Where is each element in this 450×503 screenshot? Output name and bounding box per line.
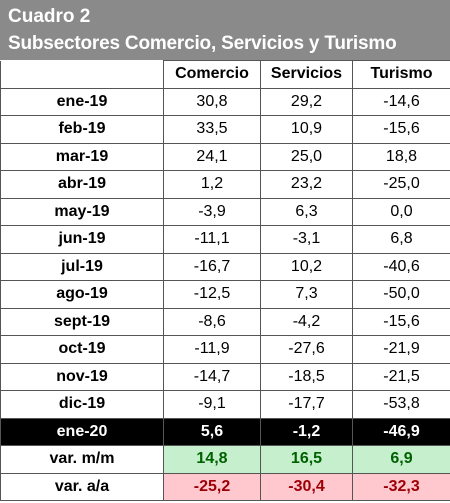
value-cell: 6,8 — [352, 225, 450, 254]
row-label: sept-19 — [0, 307, 164, 336]
row-label: var. a/a — [0, 472, 164, 501]
table-row: feb-19 33,5 10,9 -15,6 — [0, 115, 450, 144]
table-row: mar-19 24,1 25,0 18,8 — [0, 142, 450, 171]
value-cell: 14,8 — [163, 445, 261, 474]
value-cell: 5,6 — [163, 417, 261, 446]
row-label: dic-19 — [0, 390, 164, 419]
column-header: Turismo — [352, 60, 450, 89]
data-table: Comercio Servicios Turismo ene-19 30,8 29,2 -1… — [0, 60, 450, 501]
value-cell: 23,2 — [260, 170, 353, 199]
value-cell: -11,9 — [163, 335, 261, 364]
table-body: Comercio Servicios Turismo ene-19 30,8 29,2 -1… — [0, 60, 450, 501]
table-row: ene-19 30,8 29,2 -14,6 — [0, 87, 450, 116]
value-cell: -12,5 — [163, 280, 261, 309]
value-cell: -1,2 — [260, 417, 353, 446]
table-row: jun-19 -11,1 -3,1 6,8 — [0, 225, 450, 254]
row-label: abr-19 — [0, 170, 164, 199]
value-cell: -32,3 — [352, 472, 450, 501]
value-cell: 0,0 — [352, 197, 450, 226]
value-cell: 10,2 — [260, 252, 353, 281]
row-label: may-19 — [0, 197, 164, 226]
value-cell: -53,8 — [352, 390, 450, 419]
table-row: var. m/m 14,8 16,5 6,9 — [0, 445, 450, 474]
value-cell: -25,0 — [352, 170, 450, 199]
table-row: var. a/a -25,2 -30,4 -32,3 — [0, 472, 450, 501]
column-header: Comercio — [163, 60, 261, 89]
value-cell: -25,2 — [163, 472, 261, 501]
value-cell: -16,7 — [163, 252, 261, 281]
table-row: sept-19 -8,6 -4,2 -15,6 — [0, 307, 450, 336]
value-cell: -17,7 — [260, 390, 353, 419]
title-band: Cuadro 2 Subsectores Comercio, Servicios… — [0, 0, 450, 60]
value-cell: 24,1 — [163, 142, 261, 171]
column-header: Servicios — [260, 60, 353, 89]
value-cell: 29,2 — [260, 87, 353, 116]
value-cell: -15,6 — [352, 115, 450, 144]
row-label: jun-19 — [0, 225, 164, 254]
value-cell: -15,6 — [352, 307, 450, 336]
value-cell: -3,9 — [163, 197, 261, 226]
value-cell: 30,8 — [163, 87, 261, 116]
row-label: oct-19 — [0, 335, 164, 364]
value-cell: -11,1 — [163, 225, 261, 254]
value-cell: 6,9 — [352, 445, 450, 474]
value-cell: -4,2 — [260, 307, 353, 336]
table-row: dic-19 -9,1 -17,7 -53,8 — [0, 390, 450, 419]
value-cell: -8,6 — [163, 307, 261, 336]
table-row: may-19 -3,9 6,3 0,0 — [0, 197, 450, 226]
title: Cuadro 2 — [8, 6, 91, 27]
value-cell: -21,9 — [352, 335, 450, 364]
value-cell: 10,9 — [260, 115, 353, 144]
row-label: var. m/m — [0, 445, 164, 474]
value-cell: 16,5 — [260, 445, 353, 474]
value-cell: -3,1 — [260, 225, 353, 254]
value-cell: -21,5 — [352, 362, 450, 391]
row-label: ago-19 — [0, 280, 164, 309]
row-label: nov-19 — [0, 362, 164, 391]
row-label: feb-19 — [0, 115, 164, 144]
value-cell: 18,8 — [352, 142, 450, 171]
value-cell: -27,6 — [260, 335, 353, 364]
table-row: ago-19 -12,5 7,3 -50,0 — [0, 280, 450, 309]
header-row: Comercio Servicios Turismo — [0, 60, 450, 89]
table-row: nov-19 -14,7 -18,5 -21,5 — [0, 362, 450, 391]
table-row: ene-20 5,6 -1,2 -46,9 — [0, 417, 450, 446]
value-cell: 6,3 — [260, 197, 353, 226]
value-cell: 1,2 — [163, 170, 261, 199]
subtitle: Subsectores Comercio, Servicios y Turism… — [8, 33, 397, 54]
row-label: jul-19 — [0, 252, 164, 281]
value-cell: 25,0 — [260, 142, 353, 171]
row-label: mar-19 — [0, 142, 164, 171]
value-cell: 33,5 — [163, 115, 261, 144]
corner-cell — [0, 60, 164, 89]
row-label: ene-20 — [0, 417, 164, 446]
value-cell: -40,6 — [352, 252, 450, 281]
value-cell: -9,1 — [163, 390, 261, 419]
value-cell: -50,0 — [352, 280, 450, 309]
value-cell: -18,5 — [260, 362, 353, 391]
table-row: oct-19 -11,9 -27,6 -21,9 — [0, 335, 450, 364]
value-cell: -14,7 — [163, 362, 261, 391]
table-row: abr-19 1,2 23,2 -25,0 — [0, 170, 450, 199]
value-cell: -14,6 — [352, 87, 450, 116]
value-cell: -46,9 — [352, 417, 450, 446]
value-cell: 7,3 — [260, 280, 353, 309]
table-row: jul-19 -16,7 10,2 -40,6 — [0, 252, 450, 281]
value-cell: -30,4 — [260, 472, 353, 501]
row-label: ene-19 — [0, 87, 164, 116]
